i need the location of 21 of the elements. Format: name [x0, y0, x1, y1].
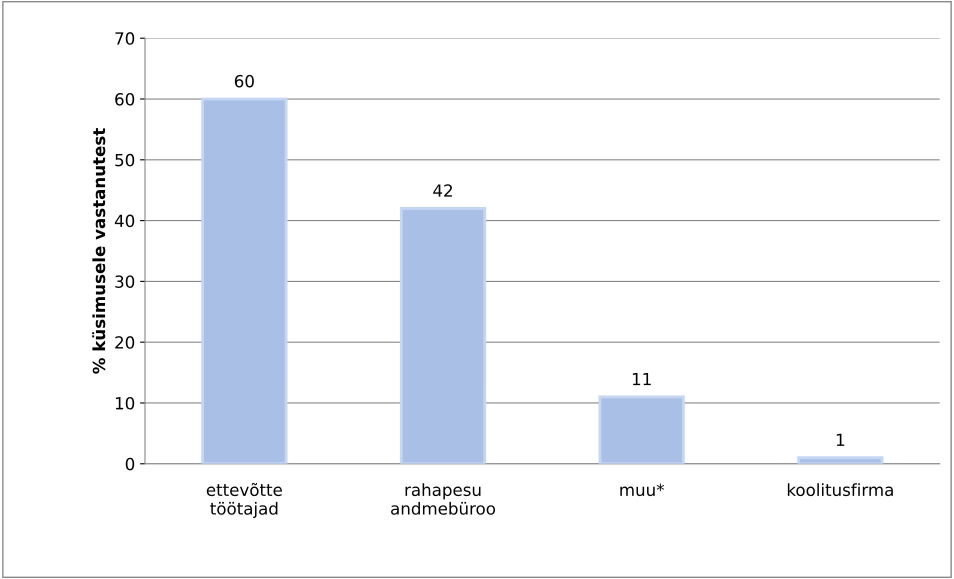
data-label: 42 [433, 184, 452, 197]
y-tick-label: 0 [126, 458, 134, 470]
y-tick-label: 60 [115, 92, 134, 106]
y-tick-label: 20 [115, 336, 134, 349]
bar [201, 98, 288, 464]
x-tick-label: koolitusfirma [788, 483, 893, 496]
x-tick-label: rahapesu andmebüroo [391, 483, 496, 515]
bar [598, 396, 685, 464]
data-label: 11 [632, 372, 651, 386]
y-tick-label: 50 [115, 154, 134, 166]
bar [797, 456, 884, 464]
bar [400, 207, 486, 464]
data-label: 1 [836, 434, 844, 446]
data-label: 60 [234, 74, 254, 88]
x-tick-label: muu* [620, 484, 664, 496]
y-tick-label: 30 [115, 275, 134, 288]
y-tick-label: 40 [114, 214, 134, 228]
y-axis-title: % küsimusele vastanutest [92, 128, 106, 374]
y-tick-label: 70 [115, 32, 134, 45]
y-tick-label: 10 [116, 396, 134, 410]
x-tick-label: ettevõtte töötajad [206, 482, 282, 518]
